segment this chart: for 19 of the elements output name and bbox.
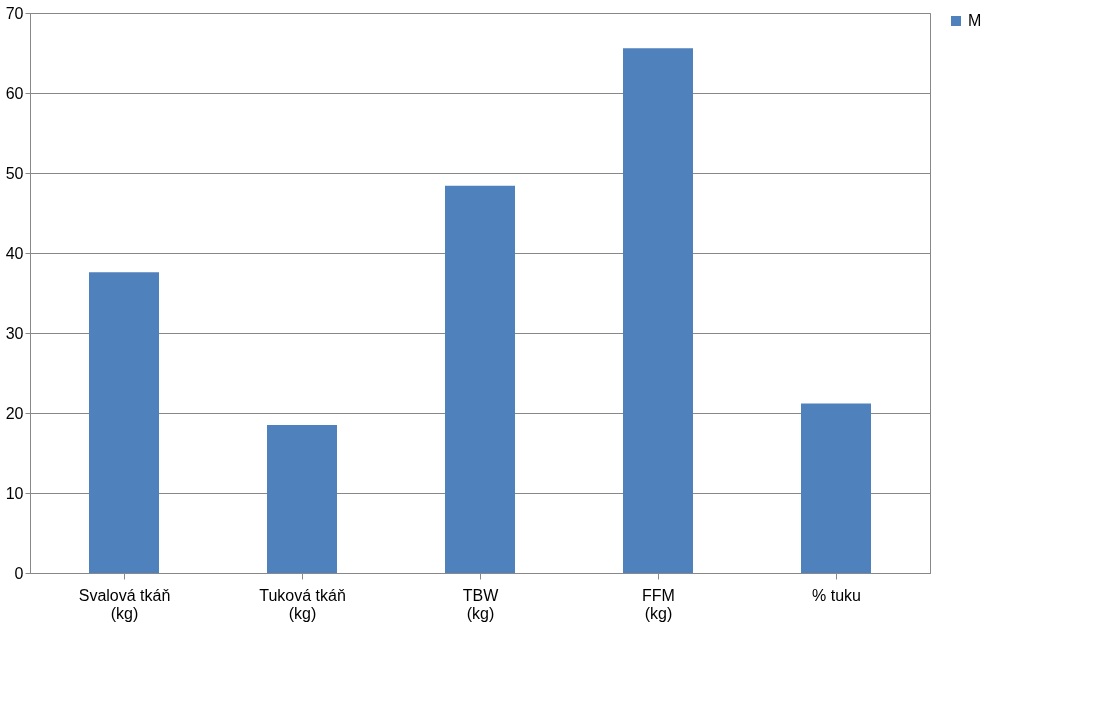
bar xyxy=(445,185,515,573)
y-tick-label: 60 xyxy=(5,84,24,102)
y-tick-label: 0 xyxy=(14,564,24,582)
bar xyxy=(267,425,337,573)
y-tick-label: 40 xyxy=(5,244,24,262)
x-tick-label: % tuku xyxy=(812,586,861,604)
y-tick-label: 20 xyxy=(5,404,24,422)
bar xyxy=(801,403,871,573)
y-tick-label: 70 xyxy=(5,4,24,22)
y-tick-label: 30 xyxy=(5,324,24,342)
bar xyxy=(623,48,693,573)
legend-label: M xyxy=(968,12,982,29)
bar xyxy=(89,272,159,573)
y-tick-label: 10 xyxy=(5,484,24,502)
x-tick-label: Svalová tkáň (kg) xyxy=(78,586,171,622)
x-tick-label: FFM (kg) xyxy=(642,586,675,622)
x-tick-label: TBW (kg) xyxy=(462,586,500,622)
x-tick-label: Tuková tkáň (kg) xyxy=(259,586,346,622)
y-tick-label: 50 xyxy=(5,164,24,182)
